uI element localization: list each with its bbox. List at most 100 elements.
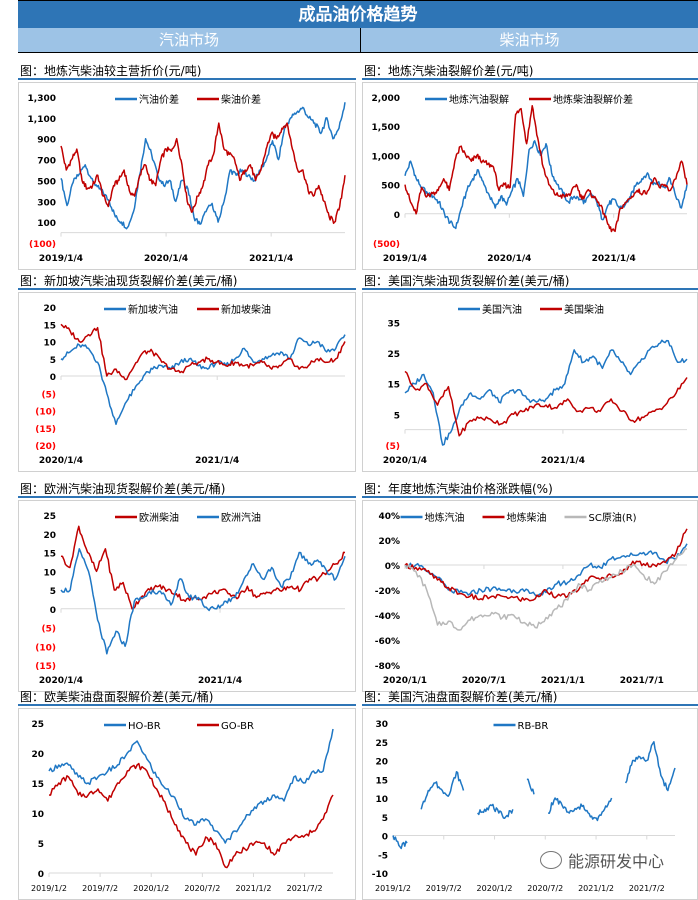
y-tick-label: 1,000: [372, 152, 400, 162]
y-tick-label: 300: [37, 198, 56, 208]
x-tick-label: 2021/1/1: [541, 676, 585, 686]
y-tick-label: (15): [35, 662, 56, 672]
chart-svg: 30 25 20 15 10 5 0 -5 -10 2019/1/2 2019/7/2 2020/1/…: [372, 720, 676, 893]
series-line-地炼柴油: [404, 528, 688, 602]
chart-svg: 40% 20% 0% -20% -40% -60% -80% 2020/1/1 2020/7/1…: [375, 511, 688, 686]
x-tick-label: 2020/7/2: [184, 884, 220, 893]
y-tick-label: 0: [382, 833, 388, 843]
y-tick-label: 20: [31, 750, 44, 760]
y-tick-label: 1,300: [28, 94, 56, 104]
chart: 35 25 15 5 (5) 2020/1/4 2021/1/4 美国汽油 美国柴油: [362, 292, 698, 472]
legend-label: 新加坡汽油: [128, 303, 178, 316]
legend-label: 美国汽油: [482, 303, 522, 316]
chart: 30 25 20 15 10 5 0 -5 -10 2019/1/2 2019/7/2 2020/1/…: [362, 708, 698, 900]
y-tick-label: -40%: [375, 612, 400, 622]
y-tick-label: 10: [43, 568, 56, 578]
y-tick-label: 0: [38, 870, 44, 880]
gasoline-market-header: 汽油市场: [18, 28, 361, 53]
y-tick-label: 5: [38, 840, 44, 850]
chart: 2,000 1,500 1,000 500 0 (500) 2019/1/4 2020/1/4…: [362, 82, 698, 270]
y-tick-label: 500: [381, 182, 400, 192]
legend-label: 美国柴油: [564, 303, 604, 316]
legend-label: 地炼汽油: [425, 511, 465, 524]
y-tick-label: 35: [387, 319, 400, 329]
x-tick-label: 2020/1/4: [144, 254, 188, 264]
x-tick-label: 2021/1/2: [578, 884, 614, 893]
x-tick-label: 2021/1/4: [195, 456, 239, 466]
chart: 20 15 10 5 0 (5) (10) (15) (20) 2020/1/4 2021/1/4 新…: [18, 292, 356, 472]
chart-svg: 2,000 1,500 1,000 500 0 (500) 2019/1/4 2020/1/4…: [372, 93, 688, 264]
series-line-新加坡汽油: [60, 334, 346, 426]
series-line-地炼汽油裂解: [404, 140, 688, 230]
chart-title: 图：美国汽柴油现货裂解价差(美元/桶): [362, 272, 698, 290]
y-tick-label: 5: [382, 814, 388, 824]
legend-label: RB-BR: [518, 721, 549, 732]
x-tick-label: 2021/1/4: [249, 254, 293, 264]
y-tick-label: 900: [37, 136, 56, 146]
x-tick-label: 2019/1/4: [39, 254, 83, 264]
x-tick-label: 2021/1/2: [236, 884, 272, 893]
y-tick-label: 0: [50, 606, 56, 616]
y-tick-label: 15: [43, 321, 56, 331]
series-line-HO-BR: [48, 728, 334, 844]
y-tick-label: 2,000: [372, 94, 400, 104]
y-tick-label: 0: [50, 373, 56, 383]
chart: 25 20 15 10 5 0 (5) (10) (15) 2020/1/4 2021/1/4 欧洲柴…: [18, 500, 356, 692]
chart-title: 图：地炼汽柴油裂解价差(元/吨): [362, 62, 698, 80]
chart-svg: 20 15 10 5 0 (5) (10) (15) (20) 2020/1/4 2021/1/4 新…: [35, 303, 346, 466]
y-tick-label: 5: [50, 587, 56, 597]
y-tick-label: (15): [35, 425, 56, 435]
watermark: 能源研发中心: [540, 848, 664, 872]
x-tick-label: 2021/7/2: [629, 884, 665, 893]
y-tick-label: 10: [375, 795, 388, 805]
y-tick-label: 15: [31, 780, 44, 790]
x-tick-label: 2020/1/2: [133, 884, 169, 893]
y-tick-label: (20): [35, 442, 56, 452]
series-line-RB-BR: [477, 803, 514, 819]
series-line-欧洲柴油: [60, 525, 346, 610]
chart: 40% 20% 0% -20% -40% -60% -80% 2020/1/1 2020/7/1…: [362, 500, 698, 692]
x-tick-label: 2020/7/1: [462, 676, 506, 686]
y-tick-label: (500): [373, 240, 400, 250]
legend-label: 地炼汽油裂解: [449, 93, 509, 106]
series-line-地炼汽油: [404, 543, 688, 598]
y-tick-label: 25: [43, 512, 56, 522]
wechat-icon: [540, 851, 562, 869]
x-tick-label: 2019/1/2: [31, 884, 67, 893]
y-tick-label: 20: [43, 304, 56, 314]
series-line-RB-BR: [547, 797, 613, 822]
legend-label: 欧洲柴油: [139, 511, 179, 524]
y-tick-label: (5): [386, 442, 401, 452]
legend-label: HO-BR: [128, 721, 161, 732]
chart-title: 图：地炼汽柴油较主营折价(元/吨): [18, 62, 356, 80]
chart-title: 图：新加坡汽柴油现货裂解价差(美元/桶): [18, 272, 356, 290]
series-line-RB-BR: [420, 771, 465, 810]
y-tick-label: -80%: [375, 662, 400, 672]
y-tick-label: 25: [375, 739, 388, 749]
y-tick-label: (5): [42, 390, 57, 400]
legend-label: 地炼柴油裂解价差: [553, 93, 633, 106]
y-tick-label: 10: [43, 339, 56, 349]
y-tick-label: 20%: [378, 537, 400, 547]
series-line-柴油价差: [60, 122, 346, 225]
y-tick-label: 25: [387, 350, 400, 360]
y-tick-label: 15: [387, 381, 400, 391]
y-tick-label: 20: [375, 758, 388, 768]
x-tick-label: 2021/1/4: [198, 676, 242, 686]
x-tick-label: 2019/1/2: [375, 884, 411, 893]
y-tick-label: (5): [42, 625, 57, 635]
y-tick-label: 500: [37, 177, 56, 187]
x-tick-label: 2019/1/4: [383, 254, 427, 264]
series-line-SC原油(R): [404, 548, 688, 631]
x-tick-label: 2020/1/1: [383, 676, 427, 686]
series-line-RB-BR: [392, 835, 408, 850]
y-tick-label: (100): [29, 240, 56, 250]
chart-svg: 35 25 15 5 (5) 2020/1/4 2021/1/4 美国汽油 美国柴油: [383, 303, 688, 466]
y-tick-label: 20: [43, 531, 56, 541]
x-tick-label: 2020/1/4: [39, 456, 83, 466]
y-tick-label: -5: [378, 851, 388, 861]
chart-svg: 1,300 1,100 900 700 500 300 100 (100) 2019/1/4 20…: [28, 93, 346, 264]
y-tick-label: 1,100: [28, 115, 56, 125]
legend-label: 新加坡柴油: [221, 303, 271, 316]
y-tick-label: 10: [31, 810, 44, 820]
